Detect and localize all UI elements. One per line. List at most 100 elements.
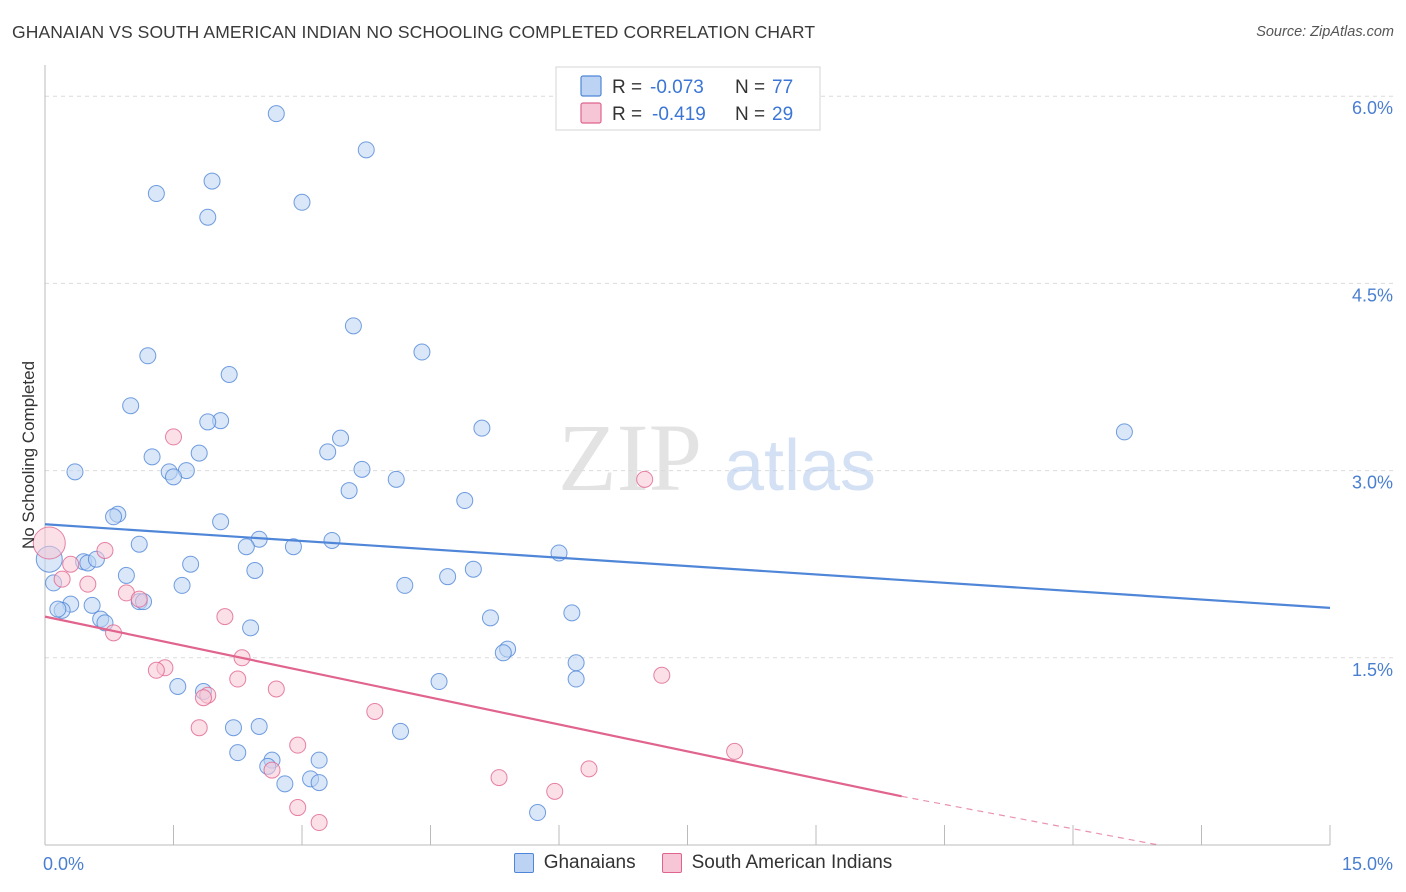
data-points: [32, 105, 1133, 832]
south-american-indian-point: [289, 736, 307, 754]
ghanaian-point: [464, 560, 482, 578]
ghanaian-point: [203, 172, 221, 190]
ghanaian-point: [387, 470, 405, 488]
ghanaian-point: [49, 600, 67, 618]
south-american-indian-point: [636, 470, 654, 488]
ghanaian-point: [310, 774, 328, 792]
south-american-indian-point: [263, 761, 281, 779]
south-american-indian-point: [79, 575, 97, 593]
tick-labels: 1.5% 3.0% 4.5% 6.0% 0.0% 15.0%: [43, 98, 1393, 874]
ghanaian-point: [293, 193, 311, 211]
watermark-atlas: atlas: [724, 426, 876, 506]
ghanaian-point: [353, 460, 371, 478]
ghanaian-point: [122, 397, 140, 415]
ghanaian-point: [494, 644, 512, 662]
south-american-indian-point: [190, 719, 208, 737]
south-american-indian-point: [366, 702, 384, 720]
ghanaian-point: [182, 555, 200, 573]
south-american-indian-point: [53, 570, 71, 588]
ghanaian-point: [190, 444, 208, 462]
legend-item-south-american-indians: South American Indians: [661, 852, 893, 874]
south-american-indian-point: [147, 661, 165, 679]
south-american-indian-point: [165, 428, 182, 446]
legend-r-label-2: R =: [612, 104, 642, 125]
ghanaian-point: [529, 804, 547, 822]
y-axis-label: No Schooling Completed: [19, 361, 38, 549]
x-tick-label: 15.0%: [1342, 854, 1393, 874]
ghanaian-point: [199, 413, 217, 431]
legend-r-label-1: R =: [612, 77, 642, 98]
south-american-indian-point: [653, 666, 671, 684]
south-american-indians-trend-line: [44, 615, 902, 798]
south-american-indians-swatch: [661, 853, 682, 873]
ghanaian-point: [83, 596, 101, 614]
y-tick-label: 6.0%: [1352, 98, 1393, 118]
south-american-indian-point: [96, 541, 114, 559]
ghanaian-point: [276, 775, 294, 793]
ghanaian-point: [143, 448, 161, 466]
ghanaian-point: [284, 538, 302, 556]
legend-n-value-1: 77: [772, 77, 793, 98]
ghanaian-point: [117, 566, 135, 584]
south-american-indian-point: [267, 680, 285, 698]
south-american-indian-point: [216, 608, 234, 626]
ghanaian-point: [1115, 423, 1133, 441]
ghanaian-point: [130, 535, 148, 553]
ghanaian-point: [456, 492, 474, 510]
ghanaian-point: [473, 419, 491, 437]
south-american-indian-point: [289, 799, 307, 817]
ghanaian-point: [344, 317, 362, 335]
ghanaian-point: [430, 673, 448, 691]
legend-n-value-2: 29: [772, 104, 793, 125]
y-tick-label: 1.5%: [1352, 660, 1393, 680]
series-legend: Ghanaians South American Indians: [0, 852, 1406, 874]
legend-n-label-2: N =: [735, 104, 765, 125]
stats-legend: R = -0.073 N = 77 R = -0.419 N = 29: [555, 66, 821, 131]
ghanaians-trend-line: [44, 523, 1331, 609]
south-american-indian-point: [580, 760, 598, 778]
ghanaian-point: [319, 443, 337, 461]
axes: [44, 65, 1331, 846]
watermark-zip: ZIP: [558, 404, 702, 511]
legend-swatch-ghanaians: [580, 75, 602, 97]
source-label: Source: ZipAtlas.com: [1256, 24, 1394, 40]
south-american-indians-trend-extension: [901, 795, 1159, 846]
ghanaian-point: [66, 463, 84, 481]
legend-item-ghanaians: Ghanaians: [513, 852, 636, 874]
x-tick-label: 0.0%: [43, 854, 84, 874]
ghanaian-point: [310, 751, 328, 769]
south-american-indian-point: [490, 769, 508, 787]
ghanaian-point: [332, 429, 350, 447]
ghanaian-point: [481, 609, 499, 627]
ghanaian-point: [169, 678, 187, 696]
legend-label-south-american-indians: South American Indians: [691, 852, 893, 873]
ghanaian-point: [165, 468, 182, 486]
south-american-indian-point: [62, 555, 80, 573]
ghanaian-point: [567, 654, 585, 672]
legend-r-value-2: -0.419: [652, 104, 706, 125]
watermark: ZIP atlas: [558, 404, 876, 511]
south-american-indian-point: [194, 689, 212, 707]
south-american-indian-point: [32, 526, 66, 560]
ghanaian-point: [340, 482, 358, 500]
south-american-indian-point: [130, 590, 148, 608]
ghanaian-point: [199, 208, 217, 226]
south-american-indian-point: [229, 670, 247, 688]
ghanaian-point: [147, 185, 165, 203]
ghanaian-point: [357, 141, 375, 159]
ghanaian-point: [396, 576, 414, 594]
south-american-indian-point: [726, 742, 744, 760]
ghanaian-point: [224, 719, 242, 737]
south-american-indian-point: [546, 782, 564, 800]
ghanaian-point: [563, 604, 581, 622]
ghanaian-point: [173, 576, 191, 594]
ghanaian-point: [413, 343, 431, 361]
ghanaian-point: [392, 722, 410, 740]
legend-label-ghanaians: Ghanaians: [543, 852, 636, 873]
ghanaian-point: [242, 619, 260, 637]
ghanaian-point: [439, 568, 457, 586]
ghanaian-point: [220, 366, 238, 384]
ghanaian-point: [105, 508, 123, 526]
legend-swatch-south-american-indians: [580, 102, 602, 124]
